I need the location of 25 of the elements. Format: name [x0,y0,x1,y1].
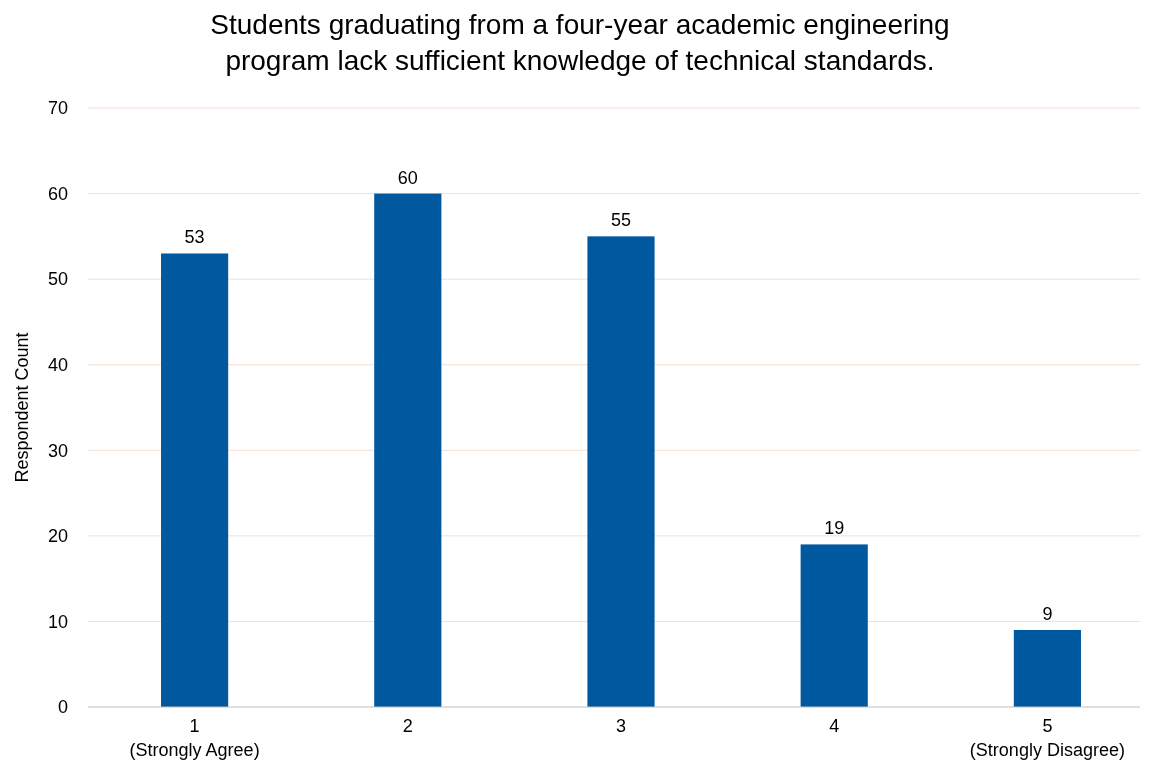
x-tick-label: 3 [615,716,627,736]
y-tick-label: 20 [47,526,68,547]
bar [161,253,229,707]
data-label: 55 [610,210,632,231]
y-tick-label: 70 [47,98,68,119]
y-tick-label: 40 [47,355,68,376]
y-tick-label: 30 [47,440,68,461]
data-label: 19 [824,518,845,539]
y-tick-label: 60 [47,183,68,204]
y-tick-label: 0 [57,697,68,718]
chart-title: Students graduating from a four-year academic engineering program lack sufficient knowledge of technical standards. [210,9,950,76]
y-tick-label: 10 [47,611,68,632]
y-axis-title: Respondent Count [12,332,32,483]
x-tick-label: 1 (Strongly Agree) [129,716,260,760]
y-tick-label: 50 [47,269,68,290]
bar [800,544,868,707]
bar [1013,629,1081,707]
x-tick-label: 2 [402,716,413,736]
data-label: 53 [184,227,205,248]
data-label: 60 [397,167,418,188]
x-tick-label: 4 [829,716,840,736]
bar [587,236,655,707]
bar [374,193,442,707]
data-label: 9 [1042,603,1053,624]
x-tick-label: 5 (Strongly Disagree) [969,716,1125,760]
